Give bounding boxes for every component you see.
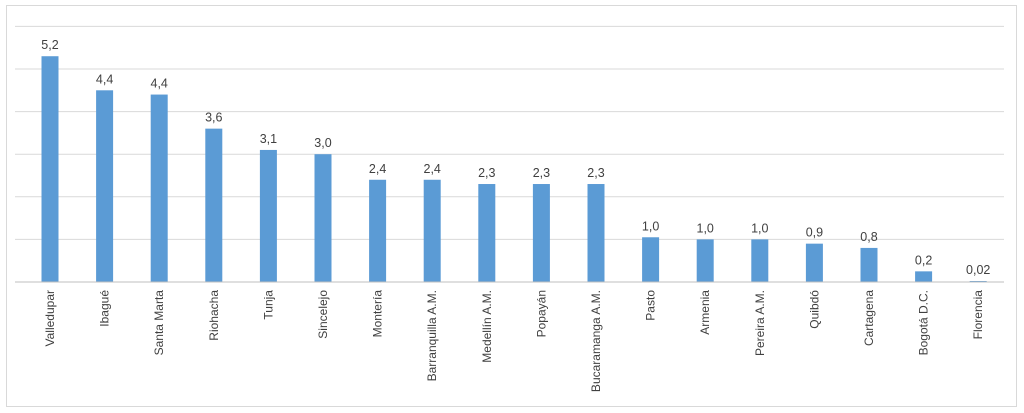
bar-chart: 5,2 4,4 4,4 3,6 3,1 3,0 2,4 2,4 2,3 2,3 2,3 1,0 1,0 1… (15, 25, 1004, 392)
bar (532, 184, 550, 282)
bar (369, 179, 387, 282)
bar (860, 247, 878, 282)
category-tick-label: Armenia (698, 290, 712, 335)
data-label: 2,3 (587, 166, 604, 180)
category-tick-label: Sincelejo (316, 290, 330, 339)
bar (751, 239, 769, 282)
data-label: 2,3 (478, 166, 495, 180)
category-tick-label: Popayán (534, 290, 548, 337)
data-label: 4,4 (96, 72, 113, 86)
data-label: 2,4 (369, 162, 386, 176)
bars (41, 56, 987, 282)
category-tick-label: Tunja (261, 290, 275, 320)
bar (587, 184, 605, 282)
data-label: 1,0 (642, 219, 659, 233)
data-label: 0,02 (966, 263, 990, 277)
bar (805, 243, 823, 282)
bar (205, 128, 223, 282)
data-label: 3,6 (205, 111, 222, 125)
data-label: 2,3 (533, 166, 550, 180)
category-tick-label: Valledupar (43, 290, 57, 346)
bar (642, 237, 660, 282)
data-label: 0,8 (860, 230, 877, 244)
category-tick-label: Riohacha (207, 290, 221, 341)
data-label: 2,4 (424, 162, 441, 176)
category-tick-label: Barranquilla A.M. (425, 290, 439, 381)
category-tick-labels: Valledupar Ibagué Santa Marta Riohacha Tunja… (43, 290, 985, 392)
bar (150, 94, 168, 282)
chart-frame: 5,2 4,4 4,4 3,6 3,1 3,0 2,4 2,4 2,3 2,3 2,3 1,0 1,0 1… (6, 5, 1017, 407)
bar (915, 271, 933, 282)
bar (259, 149, 277, 282)
data-label: 5,2 (41, 38, 58, 52)
data-label: 1,0 (697, 221, 714, 235)
data-label: 4,4 (151, 77, 168, 91)
category-tick-label: Montería (371, 290, 385, 338)
category-tick-label: Medellín A.M. (480, 290, 494, 363)
category-tick-label: Pereira A.M. (753, 290, 767, 356)
bar (314, 154, 332, 282)
category-tick-label: Florencia (971, 290, 985, 340)
data-label: 1,0 (751, 221, 768, 235)
category-tick-label: Bucaramanga A.M. (589, 290, 603, 392)
category-tick-label: Pasto (644, 290, 658, 321)
category-tick-label: Bogotá D.C. (917, 290, 931, 355)
data-label: 3,0 (314, 136, 331, 150)
category-tick-label: Quibdó (807, 290, 821, 329)
category-tick-label: Cartagena (862, 290, 876, 346)
bar (423, 179, 441, 282)
data-label: 3,1 (260, 132, 277, 146)
data-labels: 5,2 4,4 4,4 3,6 3,1 3,0 2,4 2,4 2,3 2,3 2,3 1,0 1,0 1… (41, 38, 990, 277)
bar (478, 184, 496, 282)
category-tick-label: Ibagué (98, 290, 112, 327)
category-tick-label: Santa Marta (152, 290, 166, 356)
data-label: 0,9 (806, 226, 823, 240)
bar (41, 56, 59, 282)
data-label: 0,2 (915, 253, 932, 267)
gridlines (15, 25, 1004, 240)
bar (96, 90, 114, 282)
bar (696, 239, 714, 282)
